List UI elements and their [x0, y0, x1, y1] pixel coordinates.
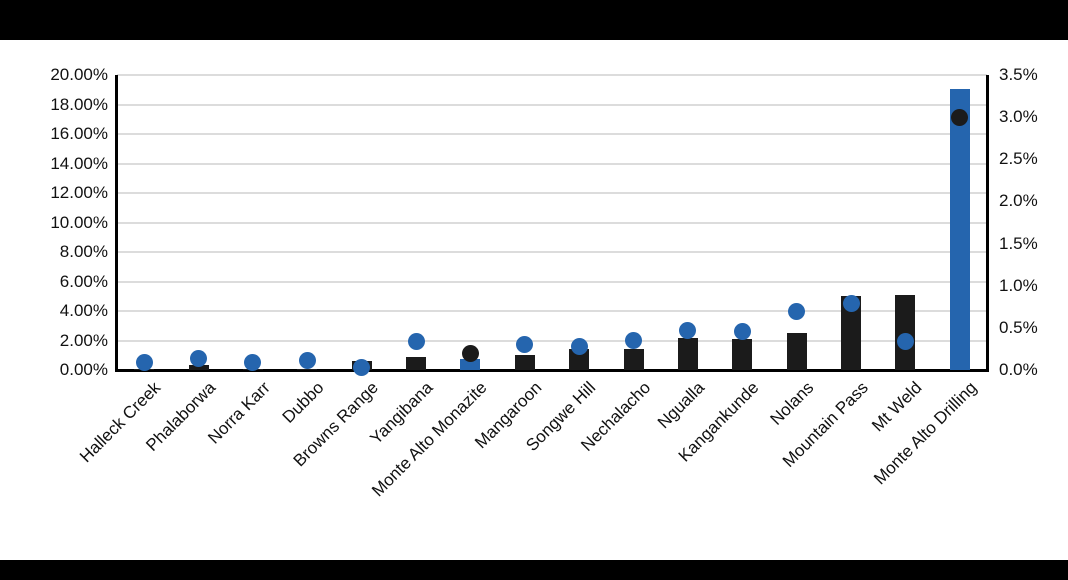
left-axis-tick-label: 14.00%	[50, 153, 108, 173]
right-axis-tick-label: 0.0%	[999, 360, 1038, 379]
marker-songwe-hill	[570, 337, 588, 355]
x-axis-line	[115, 369, 989, 372]
right-axis-tick-label: 1.5%	[999, 233, 1038, 253]
marker-halleck-creek	[135, 354, 153, 372]
marker-ngualla	[679, 321, 697, 339]
category-label-dubbo: Dubbo	[278, 378, 328, 427]
marker-yangibana	[407, 333, 425, 351]
right-y-axis-line	[986, 75, 989, 370]
letterbox-bottom	[0, 560, 1068, 580]
gridline	[117, 280, 987, 283]
gridline	[117, 339, 987, 342]
marker-kangankunde	[733, 323, 751, 341]
marker-norra-karr	[244, 354, 262, 372]
left-axis-tick-label: 16.00%	[50, 124, 108, 143]
gridline	[117, 162, 987, 165]
gridline	[117, 251, 987, 253]
dual-axis-combo-chart: 20.00% 18.00% 16.00% 14.00% 12.00% 10.00% 8.00…	[0, 40, 1068, 560]
bar-dubbo	[297, 368, 318, 370]
bar-yangibana	[406, 357, 427, 370]
left-axis-tick-label: 0.00%	[59, 360, 108, 379]
bar-kangankunde	[732, 339, 753, 370]
bar-songwe-hill	[569, 349, 590, 370]
gridline	[117, 74, 987, 76]
left-axis-tick-label: 6.00%	[59, 271, 108, 291]
marker-dubbo	[298, 351, 316, 369]
letterbox-top	[0, 0, 1068, 40]
gridline	[117, 103, 987, 106]
marker-phalaborwa	[190, 349, 208, 367]
bar-mangaroon	[514, 355, 535, 370]
bar-nolans	[786, 333, 807, 370]
marker-nolans	[788, 302, 806, 320]
marker-nechalacho	[625, 332, 643, 349]
bar-phalaborwa	[188, 364, 209, 370]
left-axis-tick-label: 18.00%	[50, 94, 108, 114]
right-axis-tick-label: 2.5%	[999, 149, 1038, 169]
bar-monte-alto-drilling	[949, 89, 970, 370]
gridline	[117, 221, 987, 224]
right-axis-tick-label: 1.0%	[999, 275, 1038, 295]
gridline	[117, 310, 987, 312]
bar-mountain-pass	[841, 296, 862, 370]
left-axis-tick-label: 2.00%	[59, 330, 108, 350]
marker-monte-alto-drilling	[951, 108, 969, 126]
marker-browns-range	[353, 358, 371, 376]
category-label-monte-alto-drilling: Monte Alto Drilling	[869, 378, 981, 489]
right-axis-tick-label: 3.0%	[999, 107, 1038, 127]
bar-nechalacho	[623, 348, 644, 370]
bar-mt-weld	[895, 294, 916, 370]
bar-ngualla	[677, 337, 698, 370]
gridline	[117, 133, 987, 135]
right-axis-tick-label: 2.0%	[999, 191, 1038, 211]
category-label-nolans: Nolans	[766, 378, 818, 429]
category-label-halleck-creek: Halleck Creek	[76, 378, 165, 467]
right-axis-tick-label: 0.5%	[999, 317, 1038, 337]
marker-monte-alto-monazite	[461, 345, 479, 363]
gridline	[117, 192, 987, 194]
left-axis-tick-label: 8.00%	[59, 242, 108, 261]
left-axis-tick-label: 10.00%	[50, 212, 108, 232]
left-axis-tick-label: 4.00%	[59, 301, 108, 320]
left-axis-tick-label: 20.00%	[50, 65, 108, 84]
bar-monte-alto-monazite	[460, 359, 481, 370]
marker-mountain-pass	[842, 295, 860, 313]
marker-mt-weld	[896, 333, 914, 351]
left-axis-tick-label: 12.00%	[50, 183, 108, 202]
right-axis-tick-label: 3.5%	[999, 65, 1038, 84]
left-y-axis-line	[115, 75, 118, 370]
marker-mangaroon	[516, 336, 534, 354]
